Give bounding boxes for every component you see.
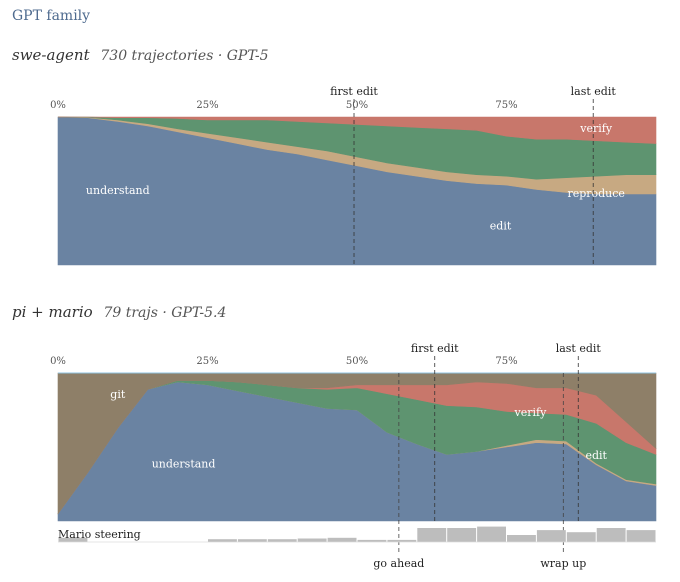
x-tick-label: 0%: [50, 356, 66, 367]
annotation-label: first edit: [330, 85, 378, 98]
annotation-label: last edit: [556, 342, 602, 355]
steering-bar: [566, 532, 596, 542]
steering-bar: [237, 539, 267, 542]
steering-bar: [447, 528, 477, 542]
steering-bar: [536, 530, 566, 542]
annotation-label: last edit: [571, 85, 617, 98]
chart-2-title: pi + mario: [12, 303, 93, 321]
area-verify: [58, 116, 657, 144]
x-tick-label: 75%: [495, 356, 517, 367]
steering-bar: [477, 526, 506, 542]
steering-bar: [208, 539, 237, 542]
x-tick-label: 75%: [495, 100, 517, 111]
steering-bar: [267, 539, 297, 542]
series-label-reproduce: reproduce: [567, 187, 625, 200]
series-label-edit: edit: [490, 219, 512, 232]
x-tick-label: 50%: [346, 100, 368, 111]
series-label-understand: understand: [152, 458, 216, 471]
steering-bar: [357, 539, 387, 542]
chart-2-heading: pi + mario 79 trajs · GPT-5.4: [12, 303, 226, 321]
annotation-label: first edit: [411, 342, 459, 355]
series-label-understand: understand: [86, 184, 150, 197]
x-tick-label: 0%: [50, 100, 66, 111]
chart-2-subtitle: 79 trajs · GPT-5.4: [103, 305, 227, 321]
x-tick-label: 50%: [346, 356, 368, 367]
steering-bar: [58, 537, 88, 542]
chart-1-subtitle: 730 trajectories · GPT-5: [100, 48, 269, 64]
steering-bar: [626, 530, 656, 542]
series-label-git: git: [110, 388, 126, 401]
series-label-verify: verify: [579, 122, 613, 135]
chart-1-title: swe-agent: [12, 46, 90, 64]
family-title: GPT family: [12, 8, 91, 24]
steering-bar: [596, 528, 626, 542]
steering-bar: [297, 538, 327, 542]
annotation-label: wrap up: [540, 557, 586, 570]
annotation-label: go ahead: [373, 557, 424, 570]
chart-1-heading: swe-agent 730 trajectories · GPT-5: [12, 46, 269, 64]
series-label-edit: edit: [585, 449, 607, 462]
steering-label: Mario steering: [58, 528, 141, 541]
series-label-verify: verify: [514, 406, 548, 419]
steering-bar: [507, 535, 536, 542]
x-tick-label: 25%: [196, 356, 218, 367]
steering-bar: [327, 537, 357, 542]
x-tick-label: 25%: [196, 100, 218, 111]
steering-bar: [417, 528, 447, 542]
steering-bar: [387, 539, 417, 542]
